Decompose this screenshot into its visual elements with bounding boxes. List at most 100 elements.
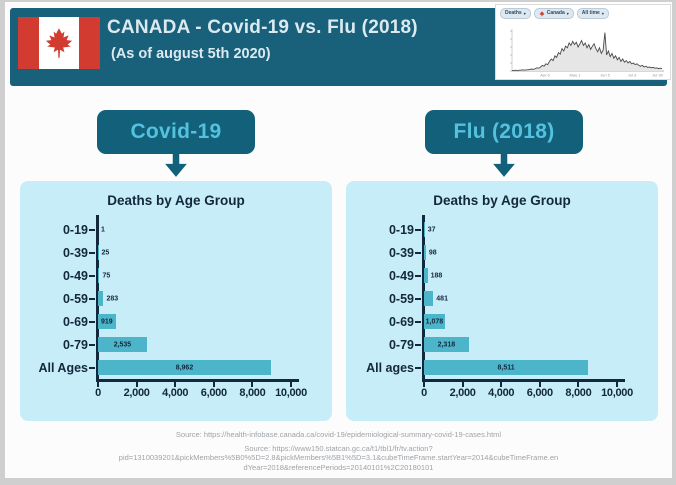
x-tick-mark	[290, 381, 292, 387]
flu-bar-chart: 0-19 37 0-39 98 0-49 188 0-59 481 0-69 1,078 0-79 2…	[366, 215, 633, 402]
bar	[424, 337, 469, 352]
x-axis-line	[422, 379, 625, 382]
category-label: 0-59	[388, 291, 414, 306]
x-tick-label: 2,000	[123, 386, 150, 399]
flag-center	[39, 17, 79, 69]
svg-text:Apr 6: Apr 6	[540, 73, 550, 78]
x-axis-ticks: 0 2,000 4,000 6,000 8,000 10,000	[95, 381, 307, 402]
page-subtitle: (As of august 5th 2020)	[111, 46, 271, 62]
svg-text:May 1: May 1	[570, 73, 582, 78]
source-line: dYear=2018&referencePeriods=20140101%2C2…	[243, 462, 434, 472]
bar	[98, 314, 116, 329]
category-tick-dash	[415, 297, 421, 300]
maple-leaf-icon	[539, 10, 545, 17]
category-label: 0-19	[62, 222, 88, 237]
chart-row: 0-39 98	[389, 241, 617, 264]
category-tick-dash	[89, 366, 95, 369]
bar-value-label: 919	[101, 318, 113, 325]
bar	[424, 222, 425, 237]
flu-badge: Flu (2018)	[425, 110, 583, 154]
chevron-down-icon: ▾	[566, 11, 569, 16]
chart-rows: 0-19 37 0-39 98 0-49 188 0-59 481 0-69 1,078 0-79 2…	[366, 215, 617, 379]
thumbnail-dropdown-canada[interactable]: Canada ▾	[533, 8, 574, 19]
covid-badge-label: Covid-19	[130, 120, 222, 143]
bar-value-label: 481	[436, 295, 448, 302]
category-tick-dash	[415, 274, 421, 277]
x-tick-label: 0	[95, 386, 101, 399]
chart-title: Deaths by Age Group	[107, 193, 245, 208]
covid-panel: Deaths by Age Group 0-19 1 0-39 25 0-49 75 0-5…	[20, 181, 332, 421]
chart-row: 0-79 2,535	[63, 333, 291, 356]
x-tick-mark	[500, 381, 503, 387]
dropdown-label: All time	[581, 10, 600, 16]
maple-leaf-icon	[45, 28, 73, 58]
dropdown-label: Deaths	[505, 10, 522, 16]
category-label: 0-19	[388, 222, 414, 237]
category-tick-dash	[415, 320, 421, 323]
x-tick-mark	[212, 381, 215, 387]
x-tick-label: 4,000	[162, 386, 189, 399]
source-line: Source: https://www150.statcan.gc.ca/t1/…	[244, 443, 433, 453]
y-axis-line	[96, 215, 99, 379]
thumbnail-dropdown-all-time[interactable]: All time ▾	[576, 8, 609, 19]
down-arrow-icon	[165, 153, 187, 177]
thumbnail-dropdown-deaths[interactable]: Deaths ▾	[500, 8, 531, 19]
thumbnail-filter-pills: Deaths ▾ Canada ▾ All time ▾	[500, 8, 666, 19]
category-label: 0-79	[388, 337, 414, 352]
chart-row: 0-49 188	[389, 264, 617, 287]
x-tick-mark	[174, 381, 177, 387]
chevron-down-icon: ▾	[523, 11, 526, 16]
canada-flag	[18, 17, 100, 69]
category-label: 0-49	[62, 268, 88, 283]
x-tick-mark	[97, 381, 99, 387]
y-axis-line	[422, 215, 425, 379]
chart-row: 0-59 481	[389, 287, 617, 310]
chart-row: 0-59 283	[63, 287, 291, 310]
bar-value-label: 98	[428, 249, 437, 256]
category-label: 0-69	[62, 314, 88, 329]
page-title: CANADA - Covid-19 vs. Flu (2018)	[107, 17, 418, 38]
chart-row: All Ages 8,962	[38, 356, 291, 379]
category-tick-dash	[415, 366, 421, 369]
x-tick-mark	[251, 381, 254, 387]
flu-badge-label: Flu (2018)	[453, 120, 555, 143]
bar	[98, 291, 104, 306]
down-arrow-icon	[493, 153, 515, 177]
category-tick-dash	[89, 228, 95, 231]
bar	[98, 360, 271, 375]
bar-value-label: 2,318	[437, 341, 456, 348]
chart-row: 0-19 1	[63, 218, 291, 241]
bar	[424, 268, 428, 283]
chart-row: 0-69 919	[63, 310, 291, 333]
x-tick-mark	[577, 381, 580, 387]
bar	[424, 291, 434, 306]
x-tick-label: 10,000	[275, 386, 307, 399]
chart-rows: 0-19 1 0-39 25 0-49 75 0-59 283 0-69 919 0-79 2,535…	[38, 215, 291, 379]
page-background: CANADA - Covid-19 vs. Flu (2018) (As of …	[5, 2, 672, 478]
x-tick-label: 8,000	[565, 386, 592, 399]
x-tick-mark	[538, 381, 541, 387]
bar	[424, 314, 445, 329]
category-label: 0-49	[388, 268, 414, 283]
bar	[424, 245, 426, 260]
bar-value-label: 25	[101, 249, 110, 256]
category-label: 0-59	[62, 291, 88, 306]
source-line: Source: https://health-infobase.canada.c…	[175, 430, 502, 439]
covid-bar-chart: 0-19 1 0-39 25 0-49 75 0-59 283 0-69 919 0-79 2,535…	[38, 215, 307, 402]
x-tick-label: 2,000	[449, 386, 476, 399]
flag-right-band	[79, 17, 100, 69]
category-tick-dash	[89, 297, 95, 300]
category-label: 0-79	[62, 337, 88, 352]
x-tick-label: 0	[421, 386, 427, 399]
category-label: 0-39	[62, 245, 88, 260]
x-axis-line	[96, 379, 299, 382]
x-tick-label: 4,000	[488, 386, 515, 399]
chart-title: Deaths by Age Group	[433, 193, 571, 208]
bar-value-label: 283	[106, 295, 119, 302]
category-tick-dash	[89, 343, 95, 346]
x-axis-ticks: 0 2,000 4,000 6,000 8,000 10,000	[421, 381, 633, 402]
chart-row: 0-19 37	[389, 218, 617, 241]
x-tick-mark	[461, 381, 464, 387]
category-tick-dash	[89, 320, 95, 323]
bar-value-label: 188	[430, 272, 443, 279]
